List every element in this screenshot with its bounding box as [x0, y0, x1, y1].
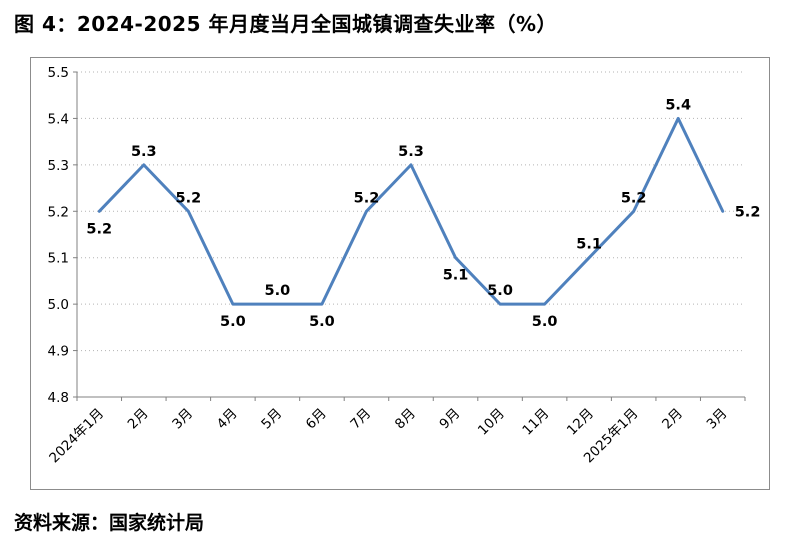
- svg-text:5.3: 5.3: [131, 144, 157, 160]
- svg-text:2024年1月: 2024年1月: [46, 406, 107, 467]
- svg-text:9月: 9月: [436, 406, 463, 433]
- chart-title: 图 4：2024-2025 年月度当月全国城镇调查失业率（%）: [14, 12, 558, 36]
- svg-text:5月: 5月: [258, 406, 285, 433]
- svg-text:5.2: 5.2: [354, 190, 380, 206]
- svg-text:2月: 2月: [659, 406, 686, 433]
- chart-frame: 4.8 4.9 5.0 5.1 5.2 5.3 5.4 5.5 2024年1月 2月 3月 4月 5月 6…: [30, 57, 770, 490]
- svg-text:5.0: 5.0: [265, 283, 291, 299]
- svg-text:7月: 7月: [347, 406, 374, 433]
- svg-text:11月: 11月: [519, 406, 552, 439]
- svg-text:2月: 2月: [125, 406, 152, 433]
- svg-text:5.1: 5.1: [48, 251, 69, 267]
- svg-text:12月: 12月: [564, 406, 597, 439]
- svg-text:4月: 4月: [214, 406, 241, 433]
- svg-text:5.2: 5.2: [86, 221, 112, 237]
- svg-text:5.1: 5.1: [443, 268, 469, 284]
- svg-text:4.9: 4.9: [48, 344, 69, 360]
- svg-text:5.1: 5.1: [576, 237, 602, 253]
- svg-text:5.0: 5.0: [532, 314, 558, 330]
- svg-text:6月: 6月: [303, 406, 330, 433]
- svg-text:5.2: 5.2: [48, 204, 69, 220]
- svg-text:5.0: 5.0: [487, 283, 513, 299]
- source-note: 资料来源：国家统计局: [14, 512, 205, 534]
- svg-text:5.3: 5.3: [398, 144, 424, 160]
- svg-text:5.5: 5.5: [48, 65, 69, 81]
- svg-text:5.4: 5.4: [665, 97, 691, 113]
- svg-text:10月: 10月: [475, 406, 508, 439]
- svg-text:3月: 3月: [169, 406, 196, 433]
- unemployment-line-chart: 4.8 4.9 5.0 5.1 5.2 5.3 5.4 5.5 2024年1月 2月 3月 4月 5月 6…: [46, 65, 761, 467]
- svg-text:5.0: 5.0: [220, 314, 246, 330]
- svg-text:5.2: 5.2: [735, 204, 761, 220]
- svg-text:5.2: 5.2: [175, 190, 201, 206]
- svg-text:4.8: 4.8: [48, 390, 69, 406]
- svg-text:5.3: 5.3: [48, 158, 69, 174]
- svg-text:8月: 8月: [392, 406, 419, 433]
- svg-text:5.0: 5.0: [309, 314, 335, 330]
- svg-text:3月: 3月: [704, 406, 731, 433]
- svg-text:5.2: 5.2: [621, 190, 647, 206]
- svg-text:5.0: 5.0: [48, 297, 69, 313]
- svg-text:5.4: 5.4: [48, 111, 69, 127]
